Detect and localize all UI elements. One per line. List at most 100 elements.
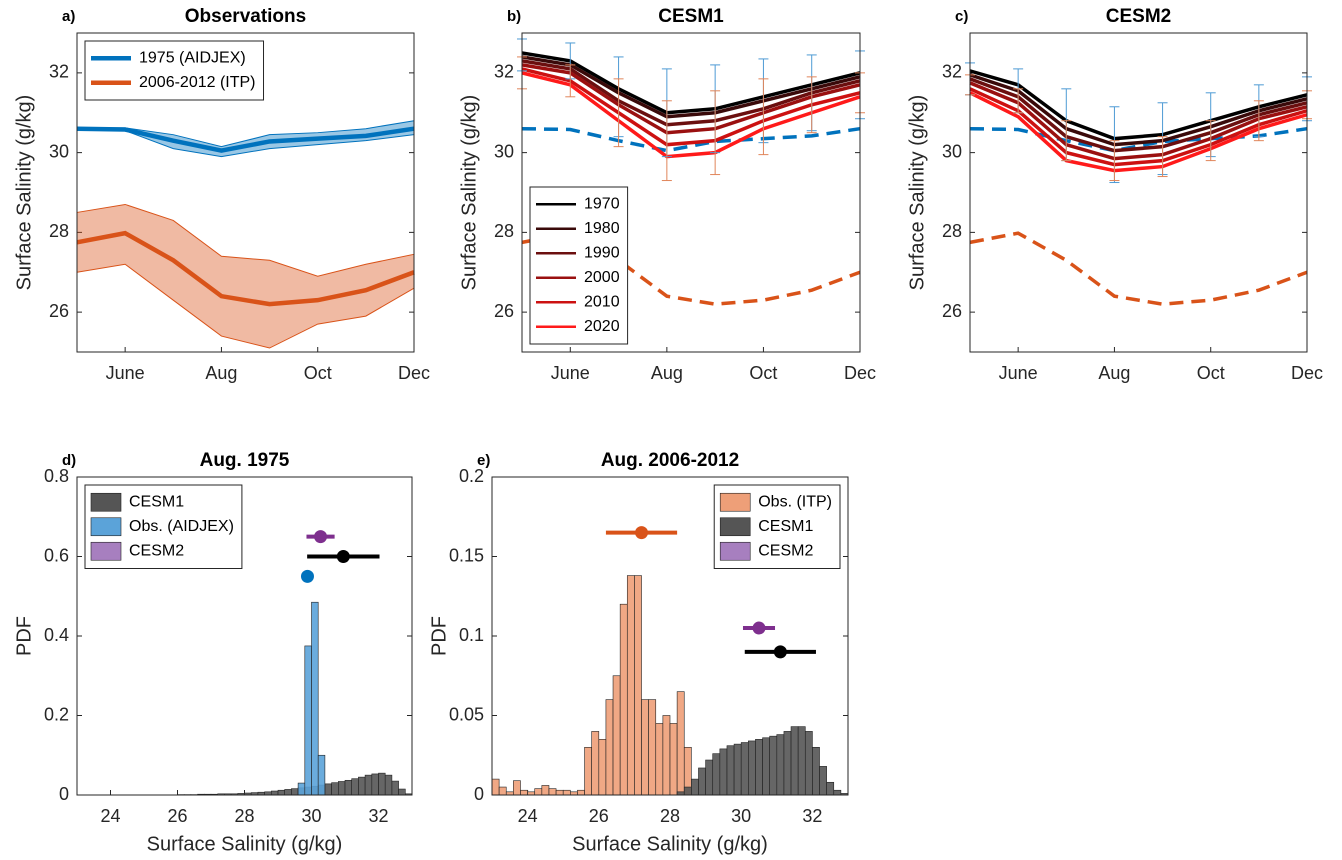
x-tick-label: Aug: [651, 363, 683, 383]
axes-frame: [76, 32, 415, 353]
histogram-bar: [324, 783, 332, 796]
series-line: [521, 63, 861, 135]
histogram-bar: [358, 776, 366, 796]
histogram-bar: [683, 786, 692, 796]
reference-line: [969, 126, 1308, 153]
histogram-bar: [364, 774, 373, 796]
legend-label: Obs. (ITP): [758, 493, 832, 510]
x-axis-label: Surface Salinity (g/kg): [147, 833, 343, 855]
legend-box: [529, 186, 629, 345]
x-tick-label: Dec: [398, 363, 430, 383]
legend-label: 1990: [584, 244, 620, 261]
series-line: [969, 77, 1308, 153]
histogram-bar: [534, 788, 543, 796]
axes-frame: [521, 32, 861, 353]
series-line: [969, 87, 1308, 167]
legend-label: 2000: [584, 269, 620, 286]
histogram-bar: [797, 726, 806, 796]
panel-title: Aug. 2006-2012: [601, 450, 739, 471]
histogram-bar: [562, 789, 571, 796]
x-tick-label: 26: [167, 806, 187, 826]
x-tick-label: Aug: [205, 363, 237, 383]
histogram-bar: [344, 779, 352, 796]
legend-label: CESM2: [758, 542, 813, 559]
x-tick-label: 32: [368, 806, 388, 826]
band-edge: [76, 128, 415, 158]
histogram-bar: [398, 788, 406, 796]
histogram-bar: [270, 790, 279, 796]
x-tick-label: Dec: [1291, 363, 1323, 383]
band: [77, 204, 414, 349]
histogram-bar: [591, 731, 600, 796]
series-line: [969, 81, 1308, 161]
histogram-bar: [612, 675, 621, 796]
series-line: [76, 126, 415, 153]
band-edge: [77, 120, 415, 148]
histogram-bar: [520, 789, 528, 796]
x-tick-label: 30: [731, 806, 751, 826]
legend-label: 1975 (AIDJEX): [139, 49, 246, 66]
panel-label: e): [477, 452, 490, 469]
reference-line: [521, 231, 861, 306]
panel-label: c): [955, 8, 968, 25]
y-tick-label: 30: [942, 141, 962, 161]
histogram-bar: [626, 575, 635, 796]
histogram-bar: [641, 699, 649, 796]
mean-marker: [635, 526, 649, 540]
y-tick-label: 28: [49, 221, 69, 241]
histogram-bar: [317, 754, 326, 796]
reference-line: [521, 126, 861, 153]
y-tick-label: 28: [942, 221, 962, 241]
reference-line: [969, 231, 1308, 306]
histogram-bar: [277, 789, 285, 796]
histogram-bar: [391, 780, 399, 796]
y-tick-label: 0.2: [459, 466, 484, 486]
series-line: [969, 69, 1308, 141]
legend-box: [84, 40, 265, 101]
histogram-bar: [555, 789, 564, 796]
histogram-bar: [698, 767, 706, 796]
histogram-bar: [378, 772, 386, 796]
histogram-bar: [311, 601, 319, 796]
legend-label: 1980: [584, 220, 620, 237]
y-tick-label: 26: [494, 301, 514, 321]
panel-title: CESM1: [658, 6, 724, 27]
legend-label: CESM2: [129, 542, 184, 559]
series-line: [969, 91, 1308, 173]
series-line: [521, 55, 861, 119]
y-tick-label: 0.4: [44, 625, 69, 645]
histogram-bar: [619, 603, 628, 796]
histogram-bar: [669, 723, 678, 796]
panel-title: Observations: [185, 6, 306, 27]
y-axis-label: Surface Salinity (g/kg): [906, 95, 928, 291]
histogram-bar: [605, 699, 614, 796]
y-axis-label: PDF: [13, 616, 35, 656]
plot-area: [970, 33, 1307, 352]
histogram-bar: [337, 781, 346, 796]
histogram-bar: [513, 780, 521, 796]
legend-label: 2010: [584, 293, 620, 310]
x-axis-label: Surface Salinity (g/kg): [572, 833, 768, 855]
panel-label: a): [62, 8, 75, 25]
axes-frame: [76, 476, 413, 796]
x-tick-label: June: [106, 363, 145, 383]
series-line: [521, 51, 861, 115]
histogram-bar: [291, 788, 299, 796]
histogram-bar: [762, 737, 770, 796]
legend-label: Obs. (AIDJEX): [129, 518, 234, 535]
x-tick-label: June: [999, 363, 1038, 383]
histogram-bar: [584, 746, 592, 796]
y-tick-label: 32: [942, 62, 962, 82]
histogram-bar: [812, 746, 820, 796]
histogram-bar: [776, 734, 785, 796]
legend-label: CESM1: [129, 493, 184, 510]
x-tick-label: Dec: [844, 363, 876, 383]
legend-swatch: [719, 492, 751, 512]
band-edge: [76, 203, 415, 277]
y-tick-label: 0.8: [44, 466, 69, 486]
series-line: [521, 59, 861, 127]
panel-label: b): [507, 8, 521, 25]
x-tick-label: Aug: [1098, 363, 1130, 383]
histogram-bar: [304, 645, 312, 796]
